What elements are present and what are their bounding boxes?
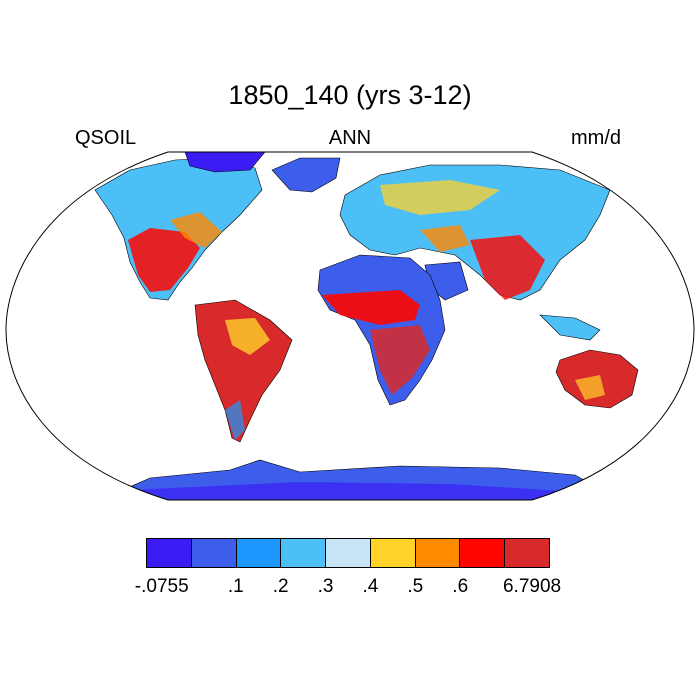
land-fill	[94, 152, 639, 500]
colorbar	[146, 538, 550, 568]
map-border	[5, 151, 695, 501]
colorbar-swatch	[236, 539, 282, 567]
colorbar-tick-label: .3	[317, 576, 334, 597]
colorbar-swatch	[460, 539, 506, 567]
colorbar-tick-label: .1	[227, 576, 244, 597]
colorbar-tick-label: .4	[362, 576, 379, 597]
season-label: ANN	[328, 127, 372, 149]
colorbar-swatch	[370, 539, 416, 567]
colorbar-tick-label: .2	[272, 576, 289, 597]
colorbar-swatch	[191, 539, 237, 567]
greenland	[271, 157, 341, 193]
colorbar-tick-label: .5	[407, 576, 424, 597]
colorbar-swatch	[505, 539, 550, 567]
colorbar-tick-label: -.0755	[134, 576, 189, 597]
units-label: mm/d	[571, 127, 621, 149]
colorbar-swatch	[147, 539, 192, 567]
colorbar-tick-label: 6.7908	[502, 576, 562, 597]
south-america	[194, 299, 293, 443]
colorbar-swatch	[326, 539, 371, 567]
colorbar-tick-label: .6	[452, 576, 469, 597]
colorbar-swatch	[281, 539, 327, 567]
colorbar-swatch	[415, 539, 461, 567]
variable-label: QSOIL	[75, 127, 137, 149]
plot-title: 1850_140 (yrs 3-12)	[228, 80, 472, 110]
